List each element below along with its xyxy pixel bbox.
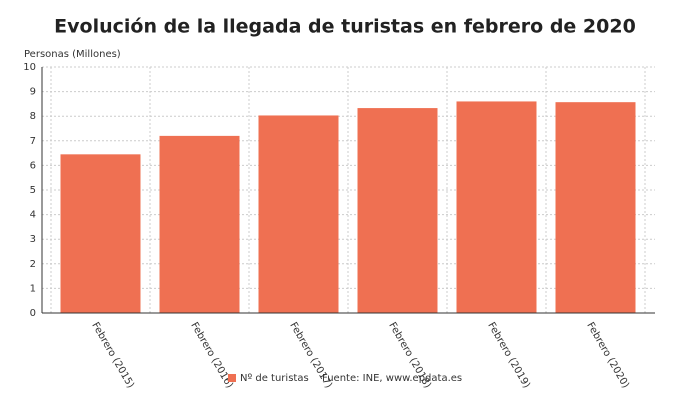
bar — [357, 108, 438, 313]
bar — [60, 154, 141, 313]
legend-label: Nº de turistas — [240, 373, 309, 384]
chart-title: Evolución de la llegada de turistas en f… — [54, 16, 636, 38]
y-tick-label: 0 — [30, 308, 36, 319]
y-tick-label: 1 — [30, 283, 36, 294]
y-tick-label: 5 — [30, 185, 36, 196]
x-tick-label: Febrero (2015) — [89, 321, 136, 391]
y-tick-label: 8 — [30, 111, 36, 122]
bar — [555, 102, 636, 313]
y-tick-label: 9 — [30, 87, 36, 98]
legend-swatch — [228, 374, 236, 382]
source: Fuente: INE, www.epdata.es — [322, 373, 462, 384]
y-tick-label: 2 — [30, 259, 36, 270]
x-tick-label: Febrero (2016) — [188, 321, 235, 391]
y-tick-label: 4 — [30, 210, 36, 221]
y-tick-label: 7 — [30, 136, 36, 147]
x-tick-label: Febrero (2020) — [584, 321, 631, 391]
bar — [159, 135, 240, 313]
y-axis-label: Personas (Millones) — [24, 49, 121, 60]
y-tick-label: 10 — [23, 62, 36, 73]
bar — [456, 101, 537, 313]
y-tick-label: 3 — [30, 234, 36, 245]
y-tick-label: 6 — [30, 160, 36, 171]
bar — [258, 115, 339, 313]
x-tick-label: Febrero (2019) — [485, 321, 532, 391]
